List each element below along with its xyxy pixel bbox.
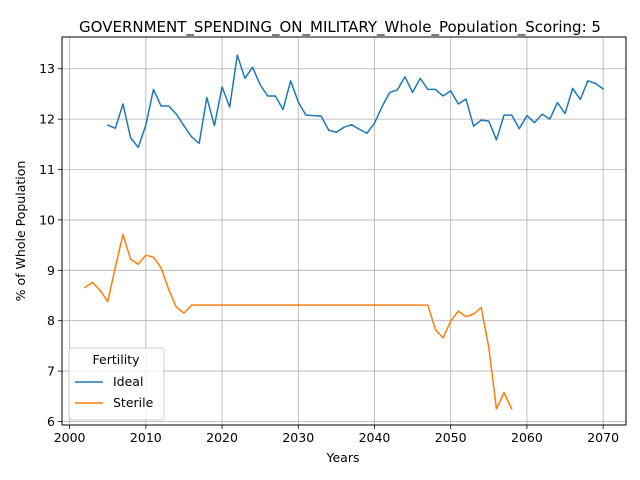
y-tick-label: 12: [39, 112, 55, 127]
grid: [62, 37, 626, 425]
x-tick-label: 2050: [435, 430, 467, 445]
legend-label-ideal: Ideal: [113, 374, 143, 389]
x-tick-label: 2010: [130, 430, 162, 445]
legend: Fertility Ideal Sterile: [68, 347, 165, 421]
y-tick-label: 11: [39, 162, 55, 177]
series-line-ideal: [106, 54, 605, 149]
x-axis-label: Years: [326, 450, 360, 465]
legend-title: Fertility: [93, 352, 141, 367]
x-tick-label: 2020: [206, 430, 238, 445]
x-tick-label: 2040: [359, 430, 391, 445]
series-line-sterile: [83, 233, 513, 410]
chart-title: GOVERNMENT_SPENDING_ON_MILITARY_Whole_Po…: [79, 18, 601, 37]
y-tick-label: 9: [47, 263, 55, 278]
x-tick-label: 2060: [511, 430, 543, 445]
y-tick-label: 6: [47, 414, 55, 429]
plot-frame: [61, 36, 627, 426]
y-tick-label: 7: [47, 364, 55, 379]
legend-label-sterile: Sterile: [113, 395, 154, 410]
y-tick-label: 8: [47, 313, 55, 328]
y-tick-label: 10: [39, 212, 55, 227]
y-axis-label: % of Whole Population: [13, 161, 28, 302]
axis-ticks: 2000 2010 2020 2030 2040 2050 2060 2070 6 7 8 9 10 11…: [39, 61, 619, 445]
x-tick-label: 2000: [54, 430, 86, 445]
legend-box: [68, 347, 165, 421]
y-tick-label: 13: [39, 61, 55, 76]
x-tick-label: 2070: [587, 430, 619, 445]
x-tick-label: 2030: [282, 430, 314, 445]
series-lines: [83, 54, 605, 410]
